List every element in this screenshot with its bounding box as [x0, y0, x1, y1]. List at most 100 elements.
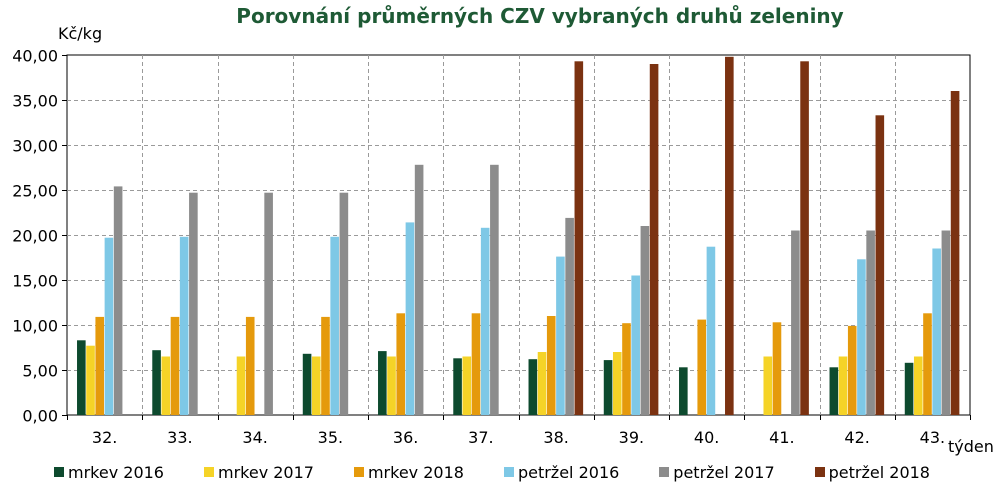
legend-swatch: [203, 467, 214, 477]
x-tick-label: 34.: [242, 428, 267, 447]
bar: [772, 322, 782, 415]
bar: [321, 316, 330, 415]
chart-title: Porovnání průměrných CZV vybraných druhů…: [236, 4, 844, 28]
bar: [706, 246, 716, 415]
x-tick-label: 41.: [769, 428, 794, 447]
bar: [462, 356, 472, 415]
bar: [763, 356, 773, 415]
bar: [405, 222, 415, 415]
legend-item: mrkev 2018: [353, 462, 464, 482]
bar: [640, 226, 650, 415]
bar: [829, 367, 839, 415]
bar: [631, 275, 640, 415]
y-tick-label: 15,00: [12, 272, 58, 291]
bar: [189, 192, 198, 415]
bar: [866, 230, 875, 415]
bar: [913, 356, 923, 415]
bar: [800, 61, 809, 416]
legend: mrkev 2016 mrkev 2017 mrkev 2018 petržel 20…: [54, 461, 930, 483]
y-tick-label: 5,00: [22, 362, 58, 381]
legend-item: petržel 2016: [503, 462, 620, 482]
bar: [490, 164, 499, 415]
bar: [104, 237, 114, 415]
bar: [378, 351, 387, 415]
x-tick-label: 32.: [92, 428, 117, 447]
legend-swatch: [353, 467, 364, 477]
bar: [537, 352, 547, 415]
bar: [471, 313, 481, 415]
bar: [113, 186, 123, 415]
bar: [556, 256, 565, 415]
bar: [725, 56, 734, 416]
x-tick-label: 38.: [543, 428, 568, 447]
bar: [86, 345, 95, 415]
y-tick-label: 30,00: [12, 137, 58, 156]
y-axis-label: Kč/kg: [58, 24, 103, 43]
x-tick-label: 40.: [694, 428, 719, 447]
bar: [923, 313, 932, 415]
x-tick-label: 42.: [844, 428, 869, 447]
bar: [622, 323, 631, 415]
bar: [649, 64, 659, 415]
bar: [152, 350, 161, 415]
legend-item: petržel 2018: [814, 462, 930, 482]
x-tick-label: 43.: [920, 428, 945, 447]
legend-item: mrkev 2016: [54, 463, 164, 482]
bar: [161, 356, 171, 415]
bar: [847, 325, 857, 415]
bar: [791, 230, 800, 415]
bar: [330, 236, 339, 415]
bar: [838, 356, 848, 415]
legend-label: mrkev 2016: [68, 462, 164, 482]
y-tick-label: 10,00: [12, 317, 58, 336]
legend-item: mrkev 2017: [203, 463, 314, 482]
legend-label: petržel 2018: [828, 462, 930, 482]
legend-label: petržel 2016: [517, 462, 620, 482]
bar: [245, 316, 255, 415]
bar: [170, 316, 180, 415]
legend-swatch: [814, 467, 825, 477]
legend-swatch: [659, 467, 670, 477]
bar: [612, 352, 622, 415]
bar: [697, 319, 707, 415]
bar: [565, 217, 574, 415]
bar: [679, 367, 688, 415]
x-tick-label: 39.: [619, 428, 644, 447]
y-tick-label: 0,00: [22, 407, 58, 426]
y-tick-label: 20,00: [12, 227, 58, 246]
bar: [857, 259, 866, 415]
legend-swatch: [54, 467, 64, 477]
x-tick-label: 35.: [318, 428, 343, 447]
bar: [528, 359, 538, 415]
bar: [904, 362, 914, 415]
legend-label: petržel 2017: [673, 462, 775, 482]
bar: [950, 91, 960, 415]
legend-label: mrkev 2018: [367, 462, 464, 482]
bar: [77, 340, 86, 415]
bar: [574, 61, 584, 416]
bar: [302, 353, 312, 415]
bar: [179, 236, 189, 415]
bar: [875, 115, 885, 416]
bar: [396, 313, 406, 415]
bar: [95, 316, 105, 415]
y-tick-label: 40,00: [12, 47, 58, 66]
bar: [311, 356, 321, 415]
x-tick-label: 37.: [468, 428, 493, 447]
bar: [264, 192, 273, 415]
legend-item: petržel 2017: [659, 462, 775, 482]
bar: [603, 360, 613, 415]
bar: [236, 356, 246, 415]
legend-swatch: [503, 467, 514, 477]
x-tick-label: 36.: [393, 428, 418, 447]
y-tick-label: 25,00: [12, 182, 58, 201]
bar: [932, 248, 941, 415]
x-tick-label: 33.: [167, 428, 192, 447]
x-axis-label: týden: [948, 437, 994, 456]
bar: [480, 227, 490, 415]
bar: [546, 316, 556, 415]
bar: [453, 358, 462, 415]
y-tick-label: 35,00: [12, 92, 58, 111]
bar: [941, 230, 951, 415]
